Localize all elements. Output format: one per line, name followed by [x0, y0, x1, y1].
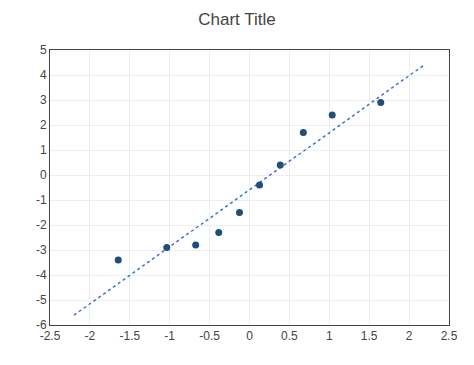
svg-text:4: 4	[40, 68, 47, 82]
svg-text:1.5: 1.5	[361, 329, 378, 343]
svg-text:-1.5: -1.5	[119, 329, 140, 343]
svg-text:3: 3	[40, 93, 47, 107]
svg-text:1: 1	[326, 329, 333, 343]
svg-text:-6: -6	[36, 318, 47, 332]
svg-text:-2: -2	[85, 329, 96, 343]
svg-text:-0.5: -0.5	[199, 329, 220, 343]
svg-text:5: 5	[40, 43, 47, 57]
svg-text:-3: -3	[36, 243, 47, 257]
svg-text:-4: -4	[36, 268, 47, 282]
svg-text:1: 1	[40, 143, 47, 157]
svg-text:0.5: 0.5	[281, 329, 298, 343]
svg-text:-1: -1	[164, 329, 175, 343]
svg-text:2: 2	[40, 118, 47, 132]
svg-text:2: 2	[406, 329, 413, 343]
svg-text:0: 0	[40, 168, 47, 182]
svg-text:-2.5: -2.5	[40, 329, 61, 343]
svg-text:Chart Title: Chart Title	[198, 10, 275, 29]
svg-text:2.5: 2.5	[441, 329, 458, 343]
svg-text:-5: -5	[36, 293, 47, 307]
svg-text:-2: -2	[36, 218, 47, 232]
svg-text:-1: -1	[36, 193, 47, 207]
svg-text:0: 0	[246, 329, 253, 343]
